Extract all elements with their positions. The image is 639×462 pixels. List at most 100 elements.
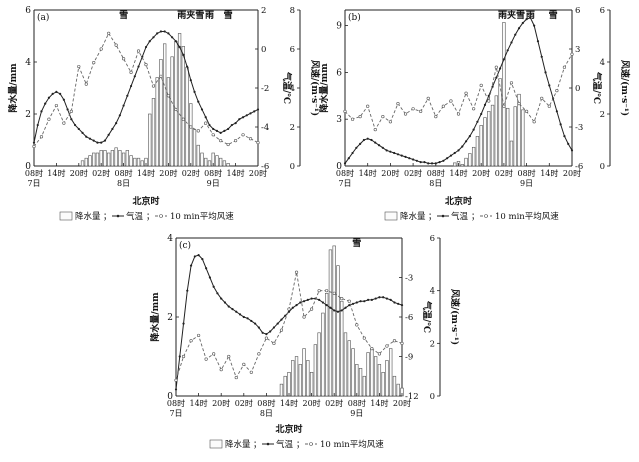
legend: 降水量；气温； 10 min平均风速 bbox=[59, 211, 234, 222]
temperature-point bbox=[241, 116, 245, 119]
temperature-point bbox=[521, 21, 524, 25]
legend-precip-swatch bbox=[384, 211, 398, 221]
wind-point bbox=[279, 328, 284, 332]
weather-label: 雨 bbox=[205, 10, 214, 21]
wind-point bbox=[174, 107, 178, 112]
precip-bar bbox=[453, 162, 457, 167]
wind-tick-label: 0 bbox=[430, 392, 435, 402]
panel-label: (b) bbox=[348, 12, 361, 23]
temperature-point bbox=[449, 154, 453, 157]
date-label: 7日 bbox=[338, 179, 351, 188]
temperature-point bbox=[47, 96, 51, 99]
temperature-point bbox=[40, 110, 43, 113]
x-tick-label: 20时 bbox=[563, 168, 581, 178]
temp-tick-label: 6 bbox=[575, 6, 580, 16]
temperature-point bbox=[336, 310, 340, 313]
precip-bar bbox=[185, 66, 189, 167]
temperature-point bbox=[400, 154, 403, 157]
temperature-point bbox=[427, 162, 430, 165]
precip-bar bbox=[373, 356, 378, 397]
wind-point bbox=[159, 74, 163, 78]
wind-point bbox=[219, 368, 223, 372]
temperature-point bbox=[227, 305, 230, 308]
x-tick-label: 20时 bbox=[303, 398, 321, 408]
wind-point bbox=[54, 103, 59, 108]
temperature-point bbox=[103, 139, 107, 142]
temperature-point bbox=[204, 116, 207, 119]
wind-point bbox=[257, 352, 261, 356]
x-tick-label: 02时 bbox=[404, 168, 422, 178]
temperature-point bbox=[548, 84, 551, 87]
temperature-point bbox=[468, 135, 471, 138]
x-tick-label: 08时 bbox=[427, 168, 445, 178]
y-axis-title-wind: 风速/(m·s⁻¹) bbox=[309, 60, 321, 116]
precip-tick-label: 0 bbox=[167, 392, 173, 402]
wind-point bbox=[494, 65, 498, 69]
temperature-point bbox=[347, 157, 350, 160]
temperature-point bbox=[253, 110, 256, 113]
x-tick-label: 20时 bbox=[393, 398, 411, 408]
wind-point bbox=[343, 109, 347, 113]
temperature-point bbox=[59, 92, 62, 95]
wind-point bbox=[256, 141, 260, 145]
temperature-point bbox=[540, 55, 543, 58]
temperature-point bbox=[299, 301, 302, 304]
panel-label: (c) bbox=[179, 240, 191, 251]
temperature-point bbox=[201, 257, 204, 261]
temperature-point bbox=[506, 49, 509, 52]
temperature-point bbox=[265, 333, 268, 336]
precip-bar bbox=[95, 152, 100, 167]
temperature-point bbox=[329, 306, 332, 309]
wind-point bbox=[449, 99, 453, 103]
temperature-point bbox=[362, 138, 366, 142]
temperature-point bbox=[404, 155, 407, 158]
wind-point bbox=[144, 62, 148, 67]
temperature-point bbox=[340, 309, 343, 312]
wind-point bbox=[197, 333, 201, 338]
temperature-point bbox=[400, 304, 404, 307]
x-tick-label: 14时 bbox=[137, 168, 155, 178]
temperature-point bbox=[544, 71, 547, 74]
temperature-point bbox=[510, 41, 513, 44]
date-label: 8日 bbox=[117, 179, 130, 188]
wind-tick-label: 4 bbox=[430, 287, 435, 297]
temp-tick-label: -9 bbox=[405, 353, 413, 363]
temperature-point bbox=[238, 118, 241, 121]
x-axis-title: 北京时 bbox=[132, 195, 159, 207]
x-tick-label: 14时 bbox=[449, 168, 467, 178]
temperature-point bbox=[310, 297, 313, 300]
precip-bar bbox=[222, 160, 227, 167]
precip-bar bbox=[114, 147, 118, 167]
precip-bar bbox=[207, 160, 212, 167]
wind-point bbox=[509, 81, 514, 85]
wind-point bbox=[441, 104, 445, 108]
temperature-point bbox=[483, 103, 487, 106]
precip-bar bbox=[471, 146, 476, 167]
wind-point bbox=[204, 357, 208, 361]
temperature-point bbox=[464, 140, 468, 143]
temperature-point bbox=[442, 159, 445, 162]
temperature-point bbox=[302, 300, 306, 303]
precip-bar bbox=[343, 332, 348, 397]
precip-bar bbox=[370, 348, 374, 397]
date-label: 8日 bbox=[260, 409, 273, 418]
precip-bar bbox=[291, 360, 295, 397]
temperature-point bbox=[355, 301, 358, 304]
temperature-point bbox=[438, 161, 441, 164]
temperature-point bbox=[348, 304, 351, 307]
wind-point bbox=[181, 117, 185, 121]
precip-bar bbox=[332, 245, 336, 397]
wind-point bbox=[294, 270, 299, 274]
y-axis-title-temp: 气温/℃ bbox=[591, 71, 603, 104]
temp-tick-label: -6 bbox=[261, 162, 269, 172]
wind-point bbox=[340, 296, 344, 301]
wind-point bbox=[350, 117, 355, 121]
temperature-point bbox=[559, 123, 562, 126]
x-tick-label: 14时 bbox=[359, 168, 377, 178]
precip-bar bbox=[325, 292, 329, 397]
y-axis-title-wind: 风速/(m·s⁻¹) bbox=[449, 289, 461, 345]
temperature-point bbox=[88, 137, 92, 140]
temperature-point bbox=[133, 75, 136, 78]
precip-tick-label: 0 bbox=[25, 162, 31, 172]
temperature-point bbox=[415, 159, 418, 162]
